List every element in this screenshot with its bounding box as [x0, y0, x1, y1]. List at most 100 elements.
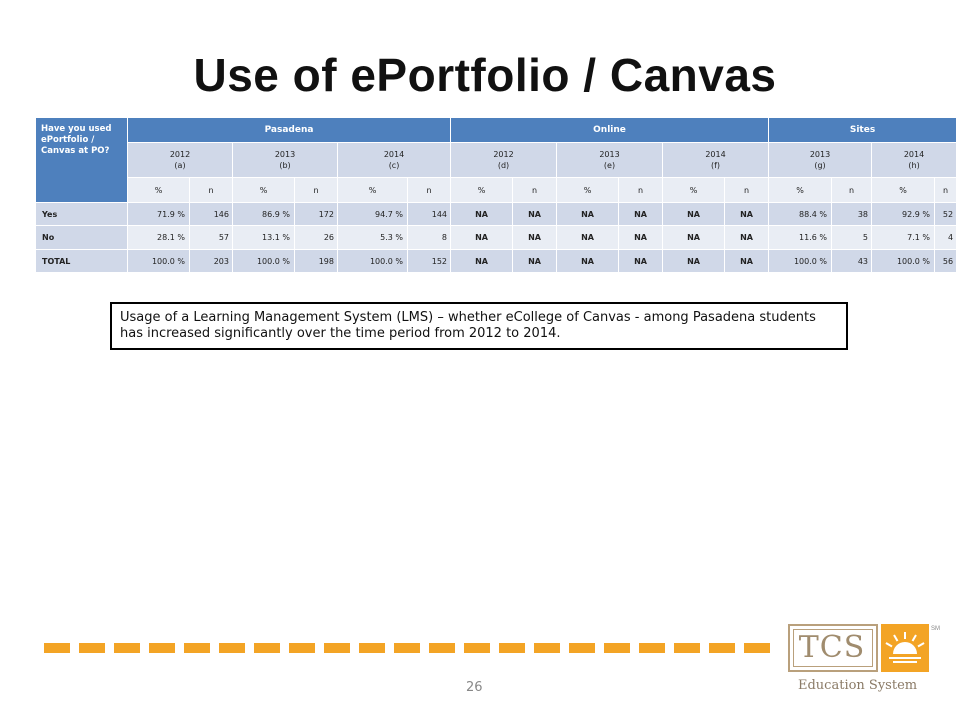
year-header: 2014 (f) — [662, 142, 770, 178]
year-code: (e) — [603, 161, 616, 170]
percent-subheader: % — [127, 177, 190, 203]
table-cell: 7.1 % — [871, 225, 936, 250]
dash-segment — [394, 643, 420, 653]
dash-segment — [744, 643, 770, 653]
table-cell: 94.7 % — [337, 202, 408, 226]
table-cell: 71.9 % — [127, 202, 190, 226]
percent-subheader: % — [232, 177, 295, 203]
percent-subheader: % — [556, 177, 620, 203]
dash-segment — [114, 643, 140, 653]
dash-segment — [464, 643, 490, 653]
dash-segment — [569, 643, 595, 653]
year-code: (f) — [710, 161, 721, 170]
table-cell: 100.0 % — [768, 249, 833, 273]
year-label: 2012 — [493, 150, 514, 159]
row-label: Yes — [35, 202, 128, 226]
table-cell: 5.3 % — [337, 225, 408, 250]
row-label: No — [35, 225, 128, 250]
table-cell: 8 — [406, 225, 452, 250]
year-label: 2012 — [169, 150, 191, 159]
page-number: 26 — [466, 680, 483, 695]
row-label: TOTAL — [35, 249, 128, 273]
table-cell: 56 — [934, 249, 958, 273]
table-cell: NA — [512, 225, 558, 250]
table-cell: 92.9 % — [871, 202, 936, 226]
year-code: (b) — [279, 161, 291, 170]
count-subheader: n — [934, 177, 958, 203]
table-cell: NA — [556, 202, 620, 226]
logo-subtitle: Education System — [798, 678, 918, 693]
table-cell: NA — [512, 249, 558, 273]
table-cell: 13.1 % — [232, 225, 295, 250]
percent-subheader: % — [871, 177, 936, 203]
table-cell: NA — [512, 202, 558, 226]
year-code: (d) — [497, 161, 510, 170]
table-cell: NA — [724, 249, 770, 273]
count-subheader: n — [512, 177, 558, 203]
tcs-logo: TCS SM Education System — [788, 624, 940, 694]
count-subheader: n — [189, 177, 233, 203]
table-cell: 152 — [406, 249, 452, 273]
year-label: 2014 — [705, 150, 726, 159]
logo-frame — [788, 624, 878, 672]
service-mark: SM — [931, 626, 940, 632]
table-cell: 4 — [934, 225, 958, 250]
table-cell: NA — [662, 202, 726, 226]
count-subheader: n — [831, 177, 873, 203]
dash-segment — [359, 643, 385, 653]
table-cell: NA — [618, 202, 664, 226]
group-header-online: Online — [450, 117, 770, 143]
question-header: Have you used ePortfolio / Canvas at PO? — [35, 117, 128, 203]
dash-segment — [534, 643, 560, 653]
table-cell: 11.6 % — [768, 225, 833, 250]
logo-text: TCS — [798, 630, 866, 665]
table-cell: 43 — [831, 249, 873, 273]
group-header-pasadena: Pasadena — [126, 117, 452, 143]
table-cell: 57 — [189, 225, 233, 250]
dash-segment — [639, 643, 665, 653]
dash-segment — [709, 643, 735, 653]
year-label: 2013 — [274, 150, 296, 159]
dash-segment — [184, 643, 210, 653]
table-cell: 198 — [294, 249, 338, 273]
count-subheader: n — [406, 177, 452, 203]
table-cell: NA — [450, 249, 514, 273]
table-cell: NA — [618, 249, 664, 273]
group-header-sites: Sites — [768, 117, 958, 143]
table-cell: NA — [662, 225, 726, 250]
table-cell: 144 — [406, 202, 452, 226]
table-cell: NA — [450, 225, 514, 250]
year-header: 2012 (d) — [450, 142, 558, 178]
table-cell: 28.1 % — [127, 225, 190, 250]
table-cell: 100.0 % — [871, 249, 936, 273]
year-label: 2014 — [903, 150, 925, 159]
year-label: 2013 — [809, 150, 831, 159]
year-header: 2013 (e) — [556, 142, 664, 178]
table-cell: 86.9 % — [232, 202, 295, 226]
eportfolio-usage-table: Have you used ePortfolio / Canvas at PO?… — [35, 117, 958, 273]
year-code: (h) — [908, 161, 920, 170]
percent-subheader: % — [337, 177, 408, 203]
table-cell: 146 — [189, 202, 233, 226]
year-code: (c) — [388, 161, 400, 170]
dash-segment — [219, 643, 245, 653]
count-subheader: n — [618, 177, 664, 203]
dash-segment — [499, 643, 525, 653]
table-cell: 100.0 % — [232, 249, 295, 273]
dash-segment — [149, 643, 175, 653]
dash-segment — [324, 643, 350, 653]
count-subheader: n — [724, 177, 770, 203]
table-cell: NA — [662, 249, 726, 273]
year-label: 2013 — [599, 150, 620, 159]
table-cell: NA — [618, 225, 664, 250]
table-cell: 203 — [189, 249, 233, 273]
year-code: (a) — [174, 161, 186, 170]
table-cell: 26 — [294, 225, 338, 250]
year-header: 2014 (c) — [336, 142, 452, 178]
table-cell: 100.0 % — [127, 249, 190, 273]
table-cell: NA — [724, 225, 770, 250]
table-cell: NA — [556, 225, 620, 250]
percent-subheader: % — [662, 177, 726, 203]
dash-segment — [429, 643, 455, 653]
year-header: 2013 (b) — [232, 142, 338, 178]
